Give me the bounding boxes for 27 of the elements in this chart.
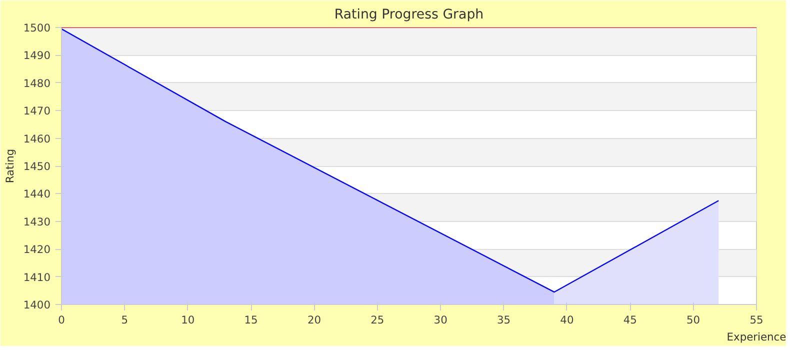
x-tick-label: 20	[307, 314, 322, 326]
y-tick-label: 1400	[23, 298, 51, 312]
y-tick-label: 1470	[23, 104, 51, 118]
x-tick-label: 45	[623, 314, 637, 326]
chart-title: Rating Progress Graph	[334, 8, 484, 22]
y-tick-label: 1420	[23, 243, 51, 256]
x-tick-label: 30	[434, 314, 448, 326]
y-tick-label: 1490	[23, 49, 51, 62]
x-tick-label: 25	[370, 314, 384, 326]
y-tick-label: 1450	[23, 160, 51, 173]
x-tick-label: 10	[181, 314, 195, 326]
x-axis-title: Experience	[726, 330, 786, 344]
y-axis-title: Rating	[3, 148, 16, 184]
x-tick-label: 0	[58, 314, 66, 326]
x-tick-label: 50	[686, 314, 700, 326]
y-tick-label: 1480	[23, 76, 51, 90]
x-tick-label: 40	[560, 314, 574, 326]
x-tick-label: 35	[496, 314, 511, 326]
y-tick-label: 1460	[23, 132, 51, 146]
y-tick-label: 1430	[23, 215, 51, 228]
line-series	[62, 28, 720, 293]
x-tick-label: 55	[750, 314, 764, 326]
y-tick-label: 1500	[23, 22, 51, 34]
y-tick-label: 1440	[23, 188, 51, 201]
y-tick-label: 1410	[23, 270, 51, 284]
x-tick-label: 15	[244, 314, 258, 326]
x-tick-label: 5	[121, 314, 128, 326]
